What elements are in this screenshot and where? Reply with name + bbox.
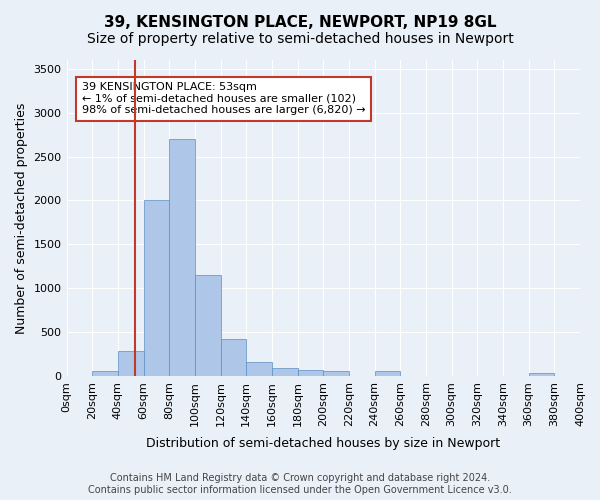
Bar bbox=[143, 200, 169, 376]
Bar bbox=[246, 362, 272, 376]
Bar bbox=[529, 373, 554, 376]
Bar bbox=[298, 370, 323, 376]
Text: Contains HM Land Registry data © Crown copyright and database right 2024.
Contai: Contains HM Land Registry data © Crown c… bbox=[88, 474, 512, 495]
X-axis label: Distribution of semi-detached houses by size in Newport: Distribution of semi-detached houses by … bbox=[146, 437, 500, 450]
Bar bbox=[272, 368, 298, 376]
Bar bbox=[118, 350, 143, 376]
Text: Size of property relative to semi-detached houses in Newport: Size of property relative to semi-detach… bbox=[86, 32, 514, 46]
Bar bbox=[374, 371, 400, 376]
Text: 39 KENSINGTON PLACE: 53sqm
← 1% of semi-detached houses are smaller (102)
98% of: 39 KENSINGTON PLACE: 53sqm ← 1% of semi-… bbox=[82, 82, 365, 116]
Y-axis label: Number of semi-detached properties: Number of semi-detached properties bbox=[15, 102, 28, 334]
Bar bbox=[169, 139, 195, 376]
Text: 39, KENSINGTON PLACE, NEWPORT, NP19 8GL: 39, KENSINGTON PLACE, NEWPORT, NP19 8GL bbox=[104, 15, 496, 30]
Bar bbox=[323, 371, 349, 376]
Bar bbox=[92, 371, 118, 376]
Bar bbox=[221, 339, 246, 376]
Bar bbox=[195, 275, 221, 376]
